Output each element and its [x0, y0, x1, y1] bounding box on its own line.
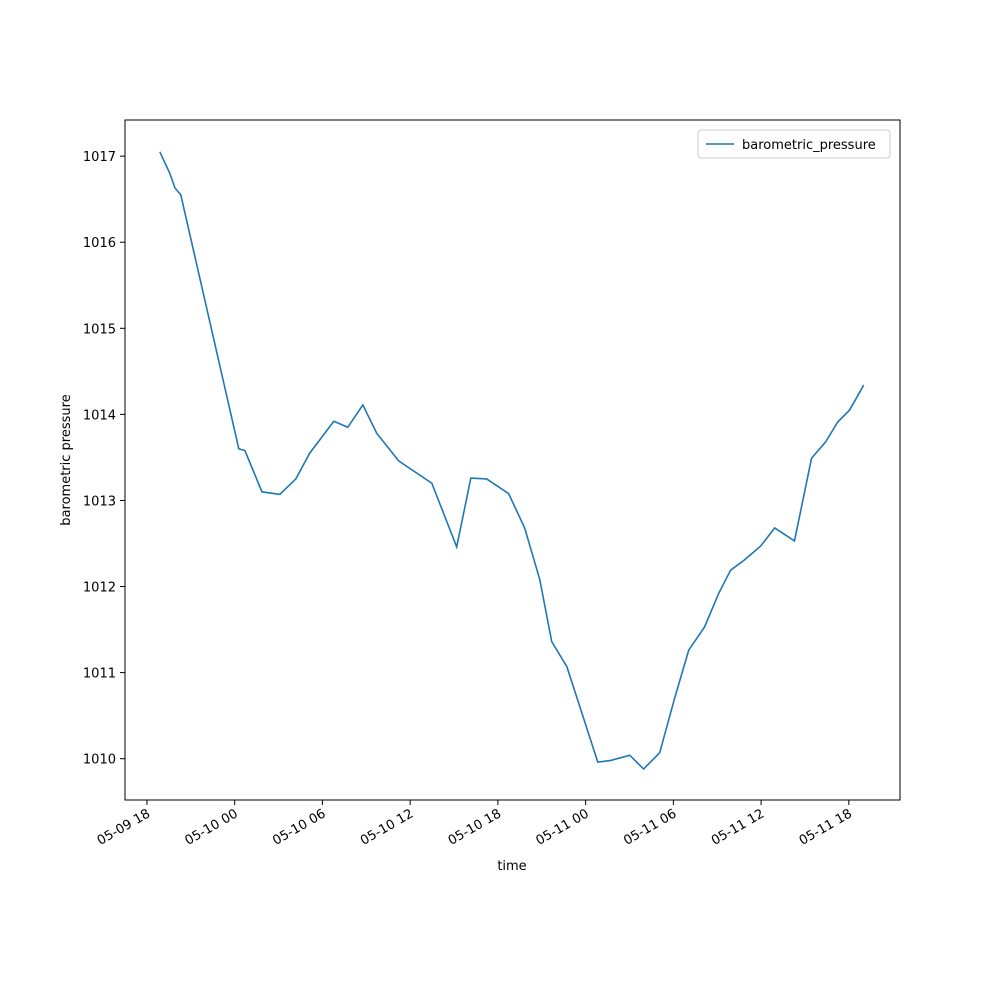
y-tick-label: 1014 [83, 408, 116, 423]
y-axis-label: barometric pressure [59, 394, 74, 525]
line-series [159, 151, 865, 771]
y-tick-label: 1015 [83, 322, 116, 337]
y-tick-label: 1012 [83, 581, 116, 596]
y-tick-label: 1017 [83, 150, 116, 165]
y-tick-label: 1013 [83, 494, 116, 509]
y-tick-label: 1011 [83, 667, 116, 682]
y-tick-label: 1010 [83, 753, 116, 768]
y-tick-label: 1016 [83, 236, 116, 251]
legend-box [697, 129, 891, 159]
axes-frame [124, 119, 901, 801]
legend-label: barometric_pressure [742, 138, 876, 153]
x-axis-label: time [497, 859, 526, 874]
